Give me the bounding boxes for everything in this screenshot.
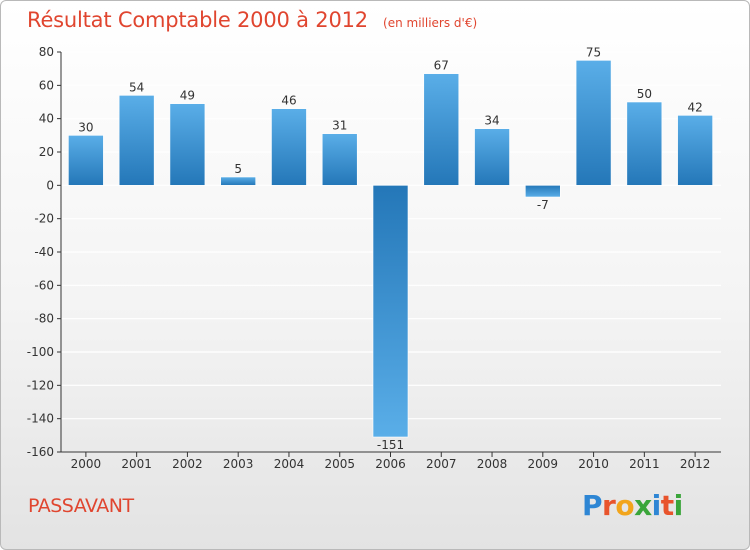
logo-letter: r bbox=[602, 489, 616, 522]
chart-title: Résultat Comptable 2000 à 2012 (en milli… bbox=[27, 8, 477, 32]
value-label: -151 bbox=[377, 438, 404, 452]
bar bbox=[626, 101, 663, 186]
axes bbox=[57, 51, 721, 457]
logo-letter: i bbox=[651, 489, 662, 522]
value-label: 49 bbox=[180, 89, 195, 103]
y-tick-label: -40 bbox=[34, 245, 54, 259]
value-label: 31 bbox=[332, 119, 347, 133]
y-tick-label: -60 bbox=[34, 278, 54, 292]
y-tick-label: 20 bbox=[39, 145, 54, 159]
bar bbox=[677, 115, 713, 186]
x-tick-label: 2011 bbox=[629, 457, 660, 471]
value-label: 5 bbox=[234, 162, 242, 176]
y-tick-label: -160 bbox=[27, 445, 54, 459]
bar bbox=[169, 103, 206, 186]
commune-name: PASSAVANT bbox=[28, 495, 134, 517]
bar bbox=[474, 128, 510, 186]
x-tick-label: 2002 bbox=[172, 457, 203, 471]
logo-letter: t bbox=[660, 489, 674, 522]
y-tick-label: 40 bbox=[39, 112, 54, 126]
x-tick-label: 2004 bbox=[274, 457, 305, 471]
chart-title-main: Résultat Comptable 2000 à 2012 bbox=[27, 8, 368, 32]
y-tick-label: -100 bbox=[27, 345, 54, 359]
value-label: 54 bbox=[129, 80, 144, 94]
bar bbox=[220, 176, 256, 186]
x-tick-label: 2005 bbox=[324, 457, 355, 471]
proxiti-logo: Proxiti bbox=[582, 489, 683, 522]
x-tick-label: 2009 bbox=[528, 457, 559, 471]
bar bbox=[68, 135, 104, 186]
bar bbox=[118, 95, 155, 186]
bars bbox=[68, 60, 713, 438]
bar bbox=[271, 108, 307, 186]
bar bbox=[525, 185, 561, 198]
logo-letter: x bbox=[634, 489, 652, 522]
y-tick-label: 60 bbox=[39, 78, 54, 92]
x-tick-label: 2010 bbox=[578, 457, 609, 471]
y-tick-label: 0 bbox=[46, 178, 54, 192]
y-tick-label: -20 bbox=[34, 212, 54, 226]
value-label: 30 bbox=[78, 120, 93, 134]
x-tick-label: 2001 bbox=[121, 457, 152, 471]
value-label: -7 bbox=[537, 198, 549, 212]
x-tick-label: 2012 bbox=[680, 457, 711, 471]
y-tick-label: -120 bbox=[27, 378, 54, 392]
bar bbox=[372, 185, 409, 438]
value-label: 67 bbox=[434, 59, 449, 73]
value-label: 46 bbox=[281, 94, 296, 108]
x-tick-label: 2003 bbox=[223, 457, 254, 471]
x-tick-label: 2000 bbox=[71, 457, 102, 471]
x-tick-label: 2006 bbox=[375, 457, 406, 471]
bar bbox=[575, 60, 612, 186]
value-label: 75 bbox=[586, 45, 601, 59]
value-label: 42 bbox=[687, 100, 702, 114]
value-label: 34 bbox=[484, 114, 499, 128]
x-tick-label: 2008 bbox=[477, 457, 508, 471]
chart-title-unit: (en milliers d'€) bbox=[383, 16, 478, 30]
x-tick-label: 2007 bbox=[426, 457, 457, 471]
logo-letter: P bbox=[582, 489, 603, 522]
y-tick-label: -140 bbox=[27, 412, 54, 426]
value-label: 50 bbox=[637, 87, 652, 101]
y-tick-label: 80 bbox=[39, 45, 54, 59]
labels: 80 60 40 20 0 -20 -40 -60 -80 -100 -120 -140 -160 30 2… bbox=[27, 45, 711, 471]
bar bbox=[423, 73, 460, 186]
y-tick-label: -80 bbox=[34, 312, 54, 326]
logo-letter: i bbox=[673, 489, 684, 522]
logo-letter: o bbox=[615, 489, 635, 522]
bar bbox=[321, 133, 358, 186]
